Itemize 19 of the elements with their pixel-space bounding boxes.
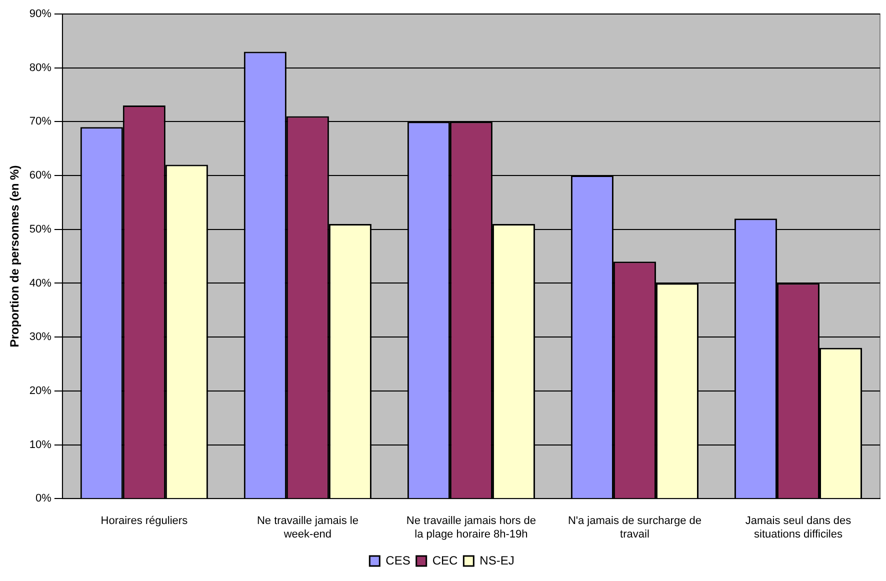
x-tick-label: Ne travaille jamais le week-end [256, 515, 358, 540]
x-tick-label: Jamais seul dans des situations difficiles [745, 515, 852, 540]
legend-label: CES [386, 553, 410, 568]
y-tick-label: 10% [29, 438, 52, 451]
y-tick-label: 0% [36, 492, 52, 505]
y-axis-title: Proportion de personnes (en %) [8, 165, 22, 348]
y-tick-label: 80% [29, 62, 52, 74]
y-tick-label: 30% [29, 331, 52, 344]
x-tick-label: Ne travaille jamais hors de la plage horaire 8h-19h [406, 515, 536, 540]
legend-label: NS-EJ [480, 553, 514, 568]
x-tick-label: N'a jamais de surcharge de travail [568, 515, 702, 540]
y-tick-label: 40% [29, 277, 52, 290]
y-tick-label: 20% [29, 384, 52, 397]
y-tick-label: 70% [29, 116, 52, 128]
y-tick-label: 50% [29, 223, 52, 236]
x-tick-label: Horaires réguliers [100, 515, 188, 528]
y-tick-label: 90% [29, 8, 52, 20]
y-tick-label: 60% [29, 170, 52, 182]
legend-label: CEC [432, 553, 458, 568]
